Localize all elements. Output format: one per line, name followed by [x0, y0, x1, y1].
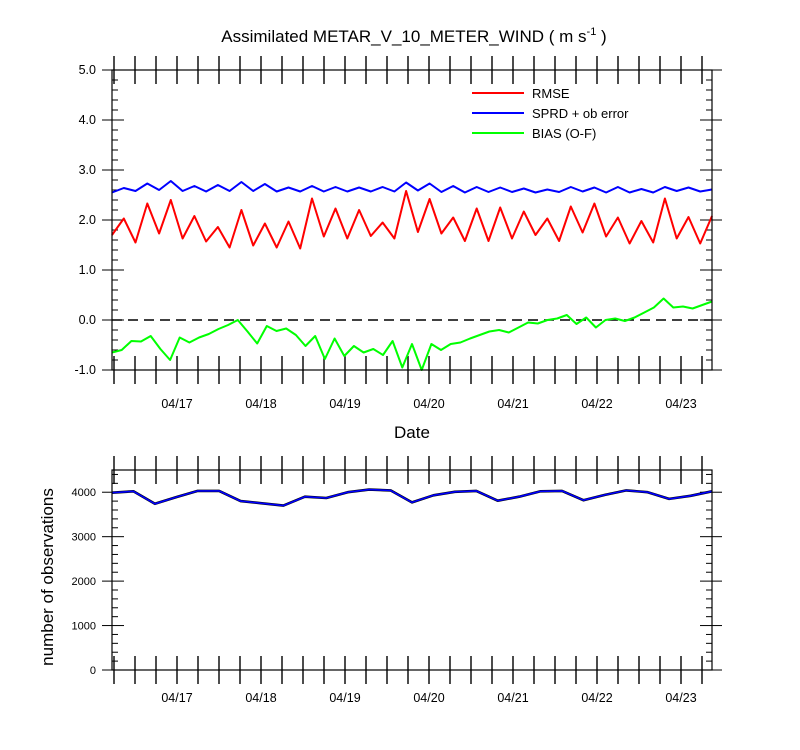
- x-tick-label: 04/21: [497, 691, 528, 705]
- x-tick-label: 04/19: [329, 397, 360, 411]
- legend-label-sprd: SPRD + ob error: [532, 106, 629, 121]
- x-tick-label: 04/19: [329, 691, 360, 705]
- x-tick-label: 04/18: [245, 397, 276, 411]
- series-line-2: [111, 297, 713, 371]
- x-tick-label: 04/20: [413, 397, 444, 411]
- x-tick-label: 04/21: [497, 397, 528, 411]
- title-superscript: -1: [587, 26, 597, 38]
- bottom-series-group: [111, 488, 713, 507]
- legend: RMSE SPRD + ob error BIAS (O-F): [472, 86, 629, 141]
- bottom-ticks: [102, 456, 722, 684]
- top-x-tick-labels: 04/17 04/18 04/19 04/20 04/21 04/22 04/23: [161, 397, 696, 411]
- y-tick-label: -1.0: [74, 363, 96, 377]
- y-tick-label: 0: [90, 665, 96, 677]
- bottom-plot-frame: [111, 469, 713, 671]
- x-tick-label: 04/20: [413, 691, 444, 705]
- x-tick-label: 04/18: [245, 691, 276, 705]
- top-ticks: [102, 56, 722, 384]
- y-tick-label: 1000: [72, 621, 96, 633]
- y-tick-label: 4000: [72, 487, 96, 499]
- y-tick-label: 0.0: [79, 313, 96, 327]
- series-line-0: [111, 190, 713, 250]
- bottom-x-tick-labels: 04/17 04/18 04/19 04/20 04/21 04/22 04/23: [161, 691, 696, 705]
- x-tick-label: 04/22: [581, 691, 612, 705]
- x-tick-label: 04/23: [665, 397, 696, 411]
- title-text: Assimilated METAR_V_10_METER_WIND ( m s: [221, 27, 586, 46]
- bottom-y-tick-labels: 0 1000 2000 3000 4000: [72, 487, 96, 677]
- x-tick-label: 04/17: [161, 691, 192, 705]
- x-axis-title: Date: [394, 423, 430, 442]
- top-y-tick-labels: -1.0 0.0 1.0 2.0 3.0 4.0 5.0: [74, 63, 96, 377]
- x-tick-label: 04/23: [665, 691, 696, 705]
- x-tick-label: 04/17: [161, 397, 192, 411]
- series-line-1: [111, 180, 713, 194]
- chart-title: Assimilated METAR_V_10_METER_WIND ( m s-…: [221, 26, 606, 46]
- obs-series-line-1: [111, 488, 713, 507]
- legend-label-bias: BIAS (O-F): [532, 126, 596, 141]
- y-tick-label: 2000: [72, 576, 96, 588]
- top-panel: -1.00.01.02.03.04.05.0 04/17 04/18 04/19 04…: [74, 56, 722, 442]
- y-tick-label: 2.0: [79, 213, 96, 227]
- title-suffix: ): [596, 27, 606, 46]
- y-tick-label: 5.0: [79, 63, 96, 77]
- y-axis-title: number of observations: [38, 488, 57, 666]
- top-plot-frame: [111, 69, 713, 371]
- y-tick-label: 1.0: [79, 263, 96, 277]
- legend-label-rmse: RMSE: [532, 86, 570, 101]
- y-tick-label: 4.0: [79, 113, 96, 127]
- x-tick-label: 04/22: [581, 397, 612, 411]
- y-tick-label: 3000: [72, 532, 96, 544]
- top-series-group: [111, 180, 713, 371]
- y-tick-label: 3.0: [79, 163, 96, 177]
